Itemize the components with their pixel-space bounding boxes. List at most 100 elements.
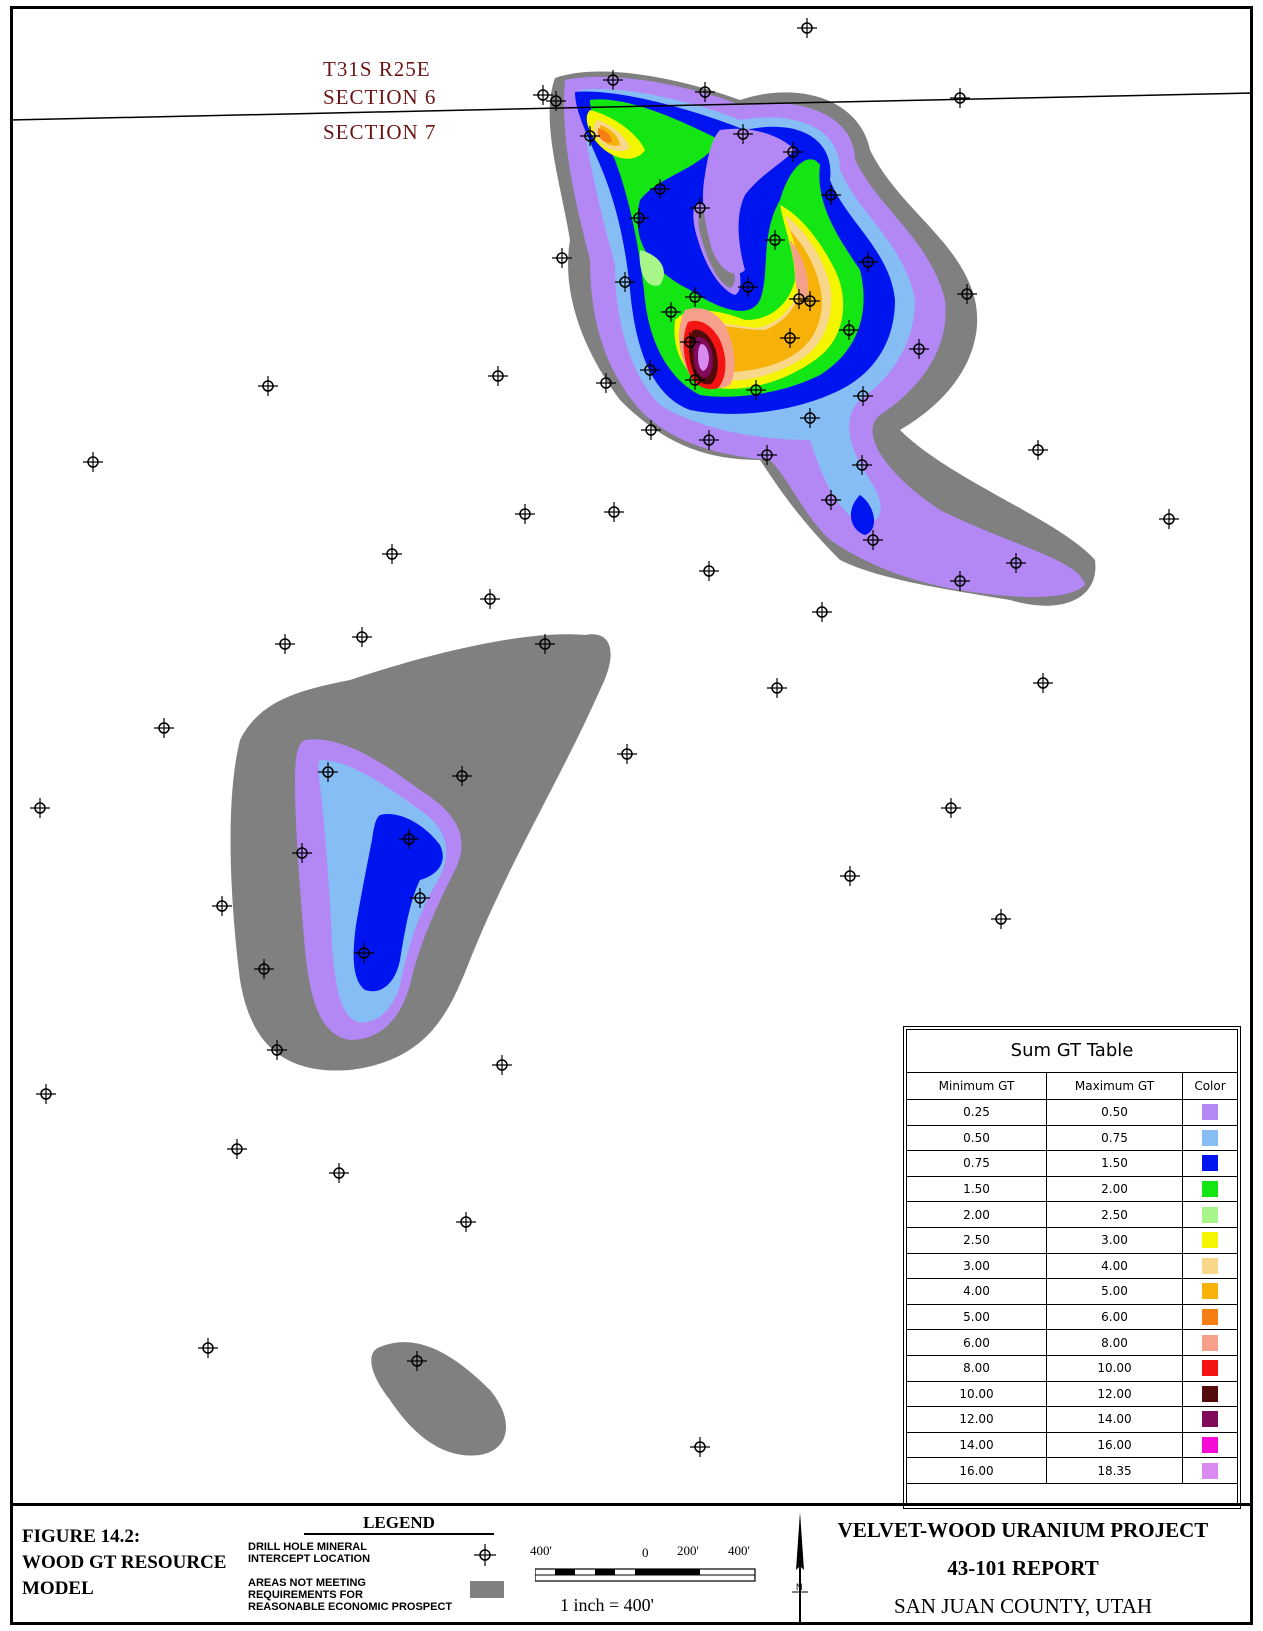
township-label: T31S R25E [323,57,431,81]
title-block: FIGURE 14.2: WOOD GT RESOURCE MODEL LEGE… [10,1503,1253,1628]
gt-max: 2.00 [1046,1175,1183,1203]
gt-min: 1.50 [907,1175,1047,1203]
drill-hole-icon [800,408,820,428]
north-label: N [796,1582,803,1592]
gt-header-min: Minimum GT [907,1073,1047,1100]
drill-hole-icon [254,959,274,979]
drill-hole-icon [1006,553,1026,573]
drill-hole-icon [650,179,670,199]
gt-color [1182,1380,1237,1408]
legend-drill-line: INTERCEPT LOCATION [248,1553,371,1565]
drill-hole-icon [83,452,103,472]
gt-max: 4.00 [1046,1252,1183,1280]
drill-hole-icon [407,1351,427,1371]
drill-hole-icon [603,70,623,90]
gt-swatch [1202,1129,1218,1146]
gt-min: 2.50 [907,1226,1047,1254]
section-7-label: SECTION 7 [323,120,437,144]
drill-holes [30,18,1179,1457]
gt-row: 2.00 2.50 [907,1201,1237,1228]
drill-hole-icon [318,762,338,782]
drill-hole-icon [604,502,624,522]
drill-hole-icon [950,88,970,108]
drill-hole-icon [258,376,278,396]
drill-hole-icon [699,430,719,450]
drill-hole-icon [399,829,419,849]
drill-hole-icon [488,366,508,386]
figure-title-line: MODEL [22,1578,94,1599]
drill-hole-icon [821,490,841,510]
section-line [9,92,1254,121]
legend-title: LEGEND [304,1513,494,1535]
gt-min: 2.00 [907,1201,1047,1228]
gt-min: 3.00 [907,1252,1047,1280]
drill-hole-icon [640,360,660,380]
gt-swatch [1202,1385,1218,1402]
gt-color [1182,1457,1237,1484]
gt-min: 4.00 [907,1278,1047,1305]
gt-max: 3.00 [1046,1226,1183,1254]
gt-color [1182,1303,1237,1331]
gt-swatch [1202,1232,1218,1249]
gt-header-max: Maximum GT [1046,1073,1183,1100]
gt-row: 0.50 0.75 [907,1124,1237,1152]
gt-row: 1.50 2.00 [907,1175,1237,1203]
gt-row: 3.00 4.00 [907,1252,1237,1280]
drill-hole-icon [690,1437,710,1457]
drill-hole-icon [36,1084,56,1104]
gt-table-title: Sum GT Table [907,1030,1237,1073]
drill-hole-icon [352,627,372,647]
resource-map [9,18,1254,1457]
drill-hole-icon [329,1163,349,1183]
gt-max: 12.00 [1046,1380,1183,1408]
north-arrow-icon [792,1512,808,1622]
location-title: SAN JUAN COUNTY, UTAH [893,1594,1153,1618]
figure-title-line: WOOD GT RESOURCE [22,1552,227,1573]
gt-min: 16.00 [907,1457,1047,1484]
drill-hole-icon [198,1338,218,1358]
gt-row: 8.00 10.00 [907,1354,1237,1382]
gt-color [1182,1329,1237,1356]
gt-row: 0.75 1.50 [907,1150,1237,1177]
gt-swatch [1202,1360,1218,1377]
gt-swatch [1202,1104,1218,1121]
gt-color [1182,1354,1237,1382]
drill-hole-icon [957,284,977,304]
gt-row: 0.25 0.50 [907,1099,1237,1126]
drill-hole-icon [267,1040,287,1060]
gt-swatch [1202,1334,1218,1351]
drill-hole-icon [852,455,872,475]
scale-label: 400' [728,1543,750,1558]
gt-min: 0.50 [907,1124,1047,1152]
gt-swatch [1202,1155,1218,1172]
gt-color [1182,1226,1237,1254]
gt-max: 2.50 [1046,1201,1183,1228]
gt-row: 14.00 16.00 [907,1431,1237,1459]
gt-swatch [1202,1462,1218,1479]
gt-swatch [1202,1257,1218,1274]
drill-hole-icon [941,798,961,818]
drill-hole-icon [596,373,616,393]
gt-max: 14.00 [1046,1406,1183,1433]
gt-header-color: Color [1182,1073,1237,1100]
drill-hole-icon [546,91,566,111]
gt-min: 5.00 [907,1303,1047,1331]
gt-max: 0.50 [1046,1099,1183,1126]
drill-hole-icon [812,602,832,622]
gt-min: 12.00 [907,1406,1047,1433]
drill-hole-icon [1028,440,1048,460]
gt-color [1182,1124,1237,1152]
gt-color [1182,1150,1237,1177]
sum-gt-table: Sum GT Table Minimum GT Maximum GT Color… [903,1026,1241,1509]
gt-max: 1.50 [1046,1150,1183,1177]
drill-hole-icon [767,678,787,698]
drill-hole-icon [641,420,661,440]
drill-hole-icon [452,766,472,786]
gt-swatch [1202,1411,1218,1428]
drill-hole-icon [382,544,402,564]
gt-color [1182,1252,1237,1280]
drill-hole-icon [821,185,841,205]
legend-drill-label: DRILL HOLE MINERAL INTERCEPT LOCATION [248,1541,370,1565]
drill-hole-icon [30,798,50,818]
scale-label: 0 [642,1545,649,1560]
